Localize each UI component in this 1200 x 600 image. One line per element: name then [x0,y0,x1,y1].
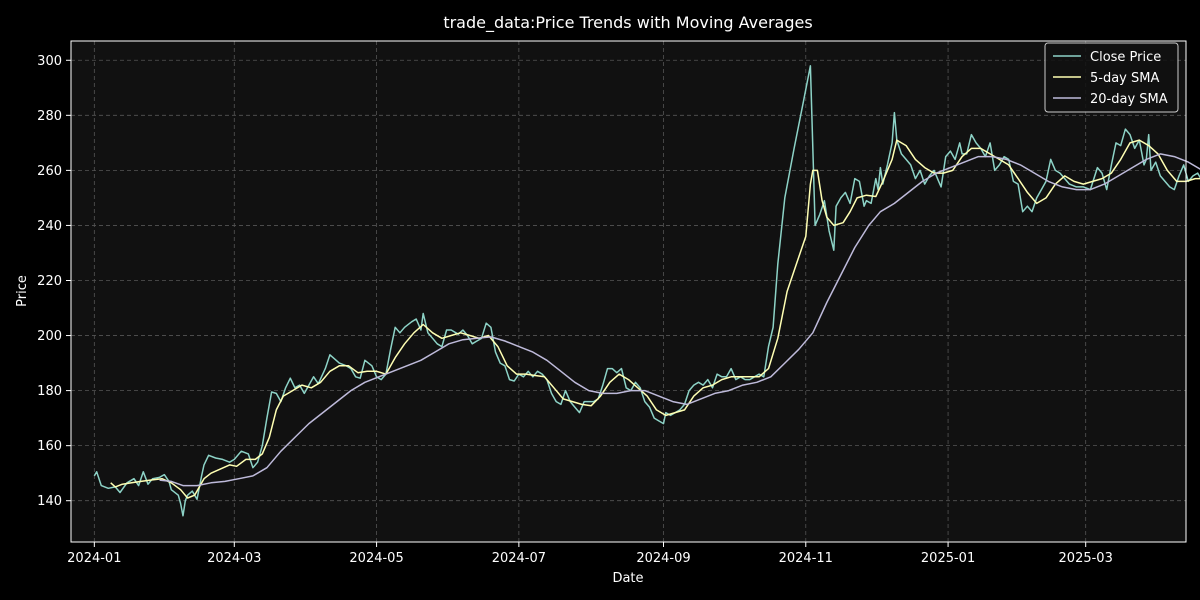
chart-title: trade_data:Price Trends with Moving Aver… [443,13,812,33]
x-tick-label: 2025-01 [921,551,975,566]
x-tick-label: 2024-01 [67,551,121,566]
plot-area [71,41,1186,542]
y-tick-label: 140 [37,494,62,509]
y-tick-label: 180 [37,384,62,399]
y-tick-label: 240 [37,219,62,234]
series-line-20-day-sma [159,153,1200,487]
y-tick-label: 220 [37,274,62,289]
legend-label-close-price: Close Price [1090,50,1161,65]
series-line-5-day-sma [110,139,1200,499]
y-tick-label: 260 [37,164,62,179]
grid [71,41,1186,542]
legend: Close Price 5-day SMA 20-day SMA [1044,42,1179,113]
y-tick-label: 160 [37,439,62,454]
y-tick-label: 300 [37,54,62,69]
x-tick-label: 2024-07 [492,551,546,566]
x-tick-label: 2024-03 [207,551,261,566]
x-tick-label: 2024-05 [349,551,403,566]
y-tick-label: 280 [37,109,62,124]
y-tick-label: 200 [37,329,62,344]
y-axis-title: Price [15,275,30,307]
y-axis: 140 160 180 200 220 240 260 280 300 [37,54,71,509]
legend-label-5-day-sma: 5-day SMA [1090,71,1159,86]
series-group [93,65,1200,517]
x-axis-title: Date [612,571,643,586]
plot-frame [70,40,1187,543]
legend-box [1044,42,1179,113]
legend-label-20-day-sma: 20-day SMA [1090,92,1168,107]
x-tick-label: 2025-03 [1059,551,1113,566]
x-axis: 2024-01 2024-03 2024-05 2024-07 2024-09 2024-… [67,542,1113,566]
x-tick-label: 2024-11 [779,551,833,566]
x-tick-label: 2024-09 [636,551,690,566]
